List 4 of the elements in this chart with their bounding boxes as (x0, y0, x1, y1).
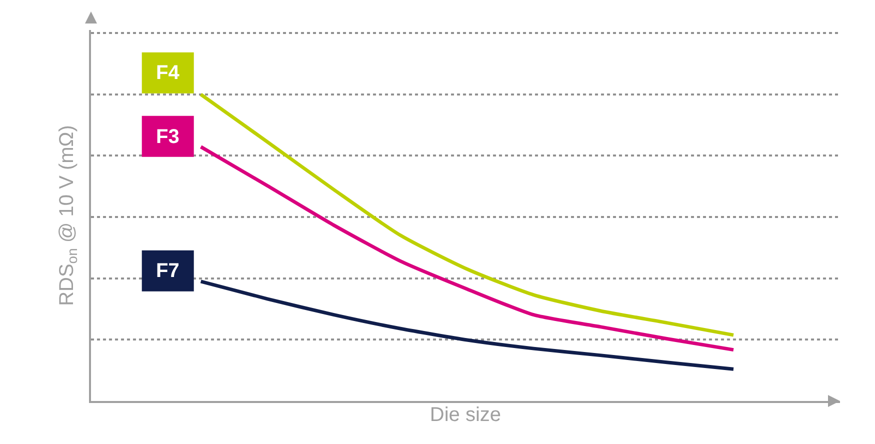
series-label: F3 (156, 126, 180, 148)
series-label: F4 (156, 62, 180, 84)
series-label: F7 (156, 260, 180, 282)
x-axis-title: Die size (430, 404, 502, 426)
